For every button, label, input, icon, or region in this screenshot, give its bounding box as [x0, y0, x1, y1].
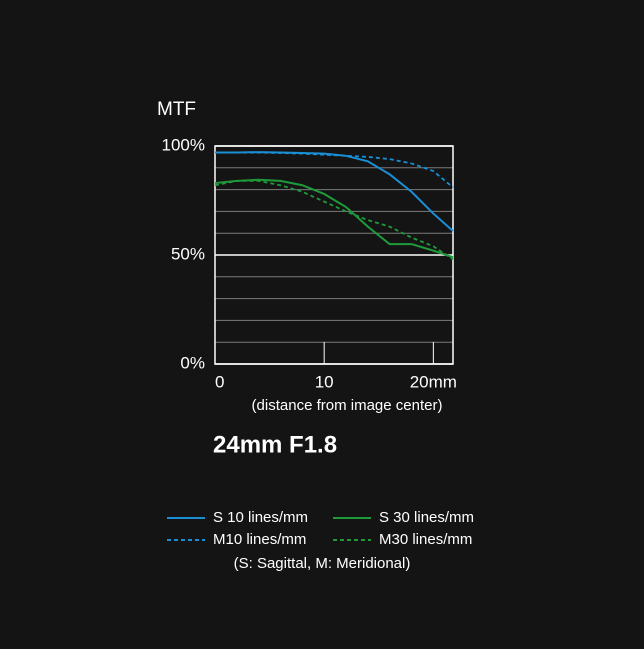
legend-note: (S: Sagittal, M: Meridional) — [234, 555, 411, 572]
data-line — [214, 179, 454, 261]
plot-frame — [214, 145, 454, 365]
data-line — [215, 151, 454, 189]
x-axis-label: (distance from image center) — [252, 397, 443, 414]
y-tick-label: 0% — [180, 353, 205, 372]
legend-label: S 30 lines/mm — [379, 509, 474, 526]
data-line — [214, 178, 454, 259]
data-line — [215, 151, 454, 232]
y-tick-label: 50% — [171, 244, 205, 263]
y-axis-label: MTF — [157, 99, 196, 120]
chart-title: 24mm F1.8 — [213, 431, 337, 458]
legend-label: S 10 lines/mm — [213, 509, 308, 526]
y-tick-label: 100% — [162, 135, 205, 154]
x-tick-label: 20mm — [410, 372, 457, 391]
x-tick-label: 0 — [215, 372, 224, 391]
x-tick-label: 10 — [315, 372, 334, 391]
legend-label: M10 lines/mm — [213, 531, 306, 548]
legend-label: M30 lines/mm — [379, 531, 472, 548]
